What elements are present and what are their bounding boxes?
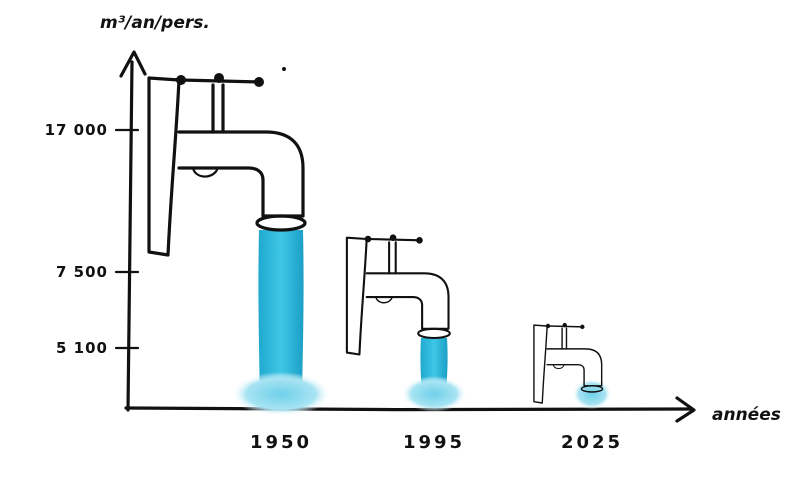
x-axis-arrow-icon — [675, 396, 696, 423]
y-tick-label: 5 100 — [56, 339, 108, 357]
x-tick-label: 1995 — [403, 432, 465, 453]
bar-2025 — [533, 322, 612, 410]
ink-dot — [282, 67, 286, 71]
y-tick-label: 17 000 — [45, 121, 108, 139]
bar-1995 — [345, 234, 467, 412]
water-splash — [572, 378, 612, 410]
x-axis — [124, 396, 696, 423]
faucet-icon — [533, 322, 604, 404]
bar-1950 — [147, 73, 331, 416]
series-water: 1950 1995 2025 — [147, 67, 623, 453]
x-tick-label: 1950 — [250, 432, 312, 453]
water-stream — [258, 230, 304, 400]
water-splash — [231, 372, 331, 416]
x-axis-title: années — [712, 405, 781, 425]
water-splash — [401, 376, 467, 412]
y-axis-title: m³/an/pers. — [100, 13, 210, 33]
x-tick-label: 2025 — [561, 432, 623, 453]
y-axis — [119, 50, 147, 412]
faucet-icon — [147, 73, 307, 257]
faucet-icon — [345, 234, 451, 356]
y-axis-arrow-icon — [119, 50, 147, 78]
y-ticks: 17 000 7 500 5 100 — [45, 121, 140, 357]
y-tick-label: 7 500 — [56, 263, 108, 281]
